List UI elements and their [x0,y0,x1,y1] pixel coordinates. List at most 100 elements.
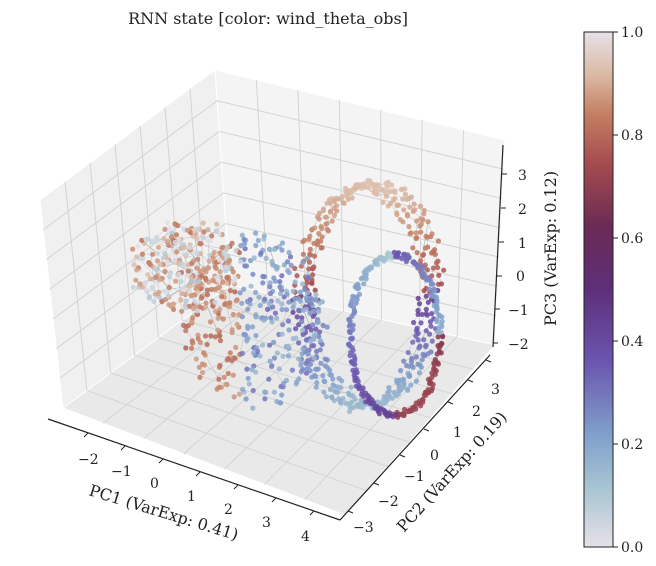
data-point [425,376,432,382]
data-point [355,401,361,408]
data-point [369,181,375,187]
grid-line [297,89,307,303]
data-point [319,226,325,232]
grid-line [223,318,382,470]
x-tick-labels: −2 −1 0 1 2 3 4 [78,452,310,545]
data-point [150,251,156,257]
data-point [279,240,286,246]
data-point [258,250,264,256]
x-tick-label: 2 [224,502,233,518]
data-point [434,317,440,323]
data-point [360,385,366,391]
data-point [157,261,163,267]
data-point [317,300,323,306]
data-point [413,230,419,236]
data-point [400,196,406,202]
data-point [211,250,217,256]
data-point [434,351,440,357]
data-point [384,184,390,190]
data-point [271,339,277,345]
data-point [385,396,391,402]
data-point [420,351,426,357]
data-point [256,294,262,300]
grid-line [219,130,503,200]
data-point [146,295,152,301]
data-point [199,369,206,376]
trajectory-segment [138,258,157,278]
data-point [423,275,429,282]
data-point [316,230,322,237]
data-point [407,231,413,237]
data-point [321,389,327,395]
data-point [341,200,347,206]
data-point [424,312,430,318]
data-point [319,245,325,251]
y-tick-label: −2 [378,494,399,510]
data-point [389,182,395,188]
data-point [145,272,151,278]
data-point [396,383,402,389]
grid-line [46,131,220,260]
data-point [354,375,360,381]
data-point [313,296,319,303]
data-point [263,255,269,261]
grid-line [380,109,382,320]
y-tick-labels: −3 −2 −1 0 1 2 3 [353,382,500,536]
data-point [346,317,352,323]
colorbar-tick-label: 0.2 [621,437,643,453]
grid-line [86,389,367,492]
data-point [285,259,291,265]
data-point [300,327,306,333]
data-point [420,265,427,271]
data-point [200,220,206,226]
data-point [267,342,273,348]
data-point [184,227,191,233]
data-point [386,189,392,195]
data-point [303,306,309,312]
data-point [324,226,330,232]
x-tick-label: 0 [150,476,159,492]
axis-tick [347,510,354,514]
grid-line [221,161,501,229]
data-point [280,353,286,359]
data-point [223,381,229,387]
data-point [401,207,407,213]
data-point [216,257,223,263]
data-point [250,387,256,394]
data-point [303,370,310,376]
grid-line [223,192,500,258]
data-point [250,405,256,411]
data-point [330,376,336,382]
data-point [287,254,294,260]
grid-line [456,129,465,337]
data-point [300,281,306,287]
data-point [335,389,341,395]
data-point [423,293,429,299]
data-point [313,292,319,298]
data-point [204,287,211,293]
data-point [224,357,230,363]
data-point [262,396,268,402]
y-tick-label: −3 [353,520,374,536]
data-point [428,323,434,329]
data-point [306,236,312,242]
data-point [312,253,318,259]
data-point [423,306,429,312]
data-point [396,386,402,392]
data-point [423,342,429,348]
data-point [336,396,342,402]
data-point [358,397,364,403]
data-point [318,338,324,344]
grid-line [206,302,474,370]
data-point [162,226,168,232]
data-point [253,230,259,236]
data-point [284,291,290,297]
data-point [320,373,326,379]
data-point [267,280,273,286]
data-point [215,327,221,333]
data-point [279,247,285,253]
data-point [323,394,329,400]
data-point [175,222,181,229]
data-point [139,237,145,243]
trajectory-segment [152,241,174,250]
